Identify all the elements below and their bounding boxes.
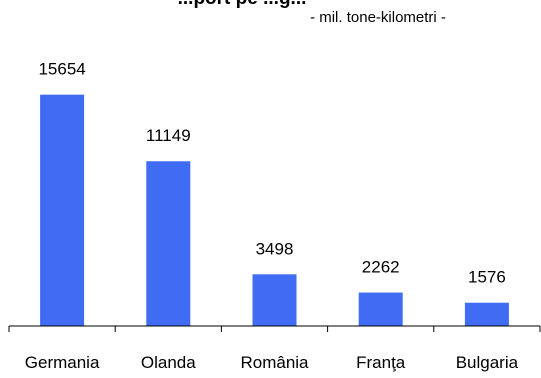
data-label-1: 11149 [146,126,191,145]
bar-0 [40,94,85,326]
x-tick-label-1: Olanda [141,353,196,372]
data-label-0: 15654 [38,60,85,79]
x-axis-tick-labels: Germania Olanda România Franţa Bulgaria [25,353,519,372]
bar-1 [146,161,191,326]
data-labels-group: 15654 11149 3498 2262 1576 [38,60,505,287]
x-tick-label-4: Bulgaria [456,353,519,372]
data-label-3: 2262 [362,258,400,277]
bar-2 [252,274,297,326]
x-axis-ticks [8,326,541,332]
data-label-2: 3498 [256,239,294,258]
x-tick-label-0: Germania [25,353,100,372]
x-tick-label-2: România [240,353,309,372]
x-tick-label-3: Franţa [356,353,406,372]
data-label-4: 1576 [468,268,506,287]
chart-subtitle: - mil. tone-kilometri - [310,9,446,26]
bars-group [40,94,509,326]
chart-title: ...port pe ...g... [178,0,307,9]
bar-4 [464,302,509,326]
bar-3 [358,292,403,326]
